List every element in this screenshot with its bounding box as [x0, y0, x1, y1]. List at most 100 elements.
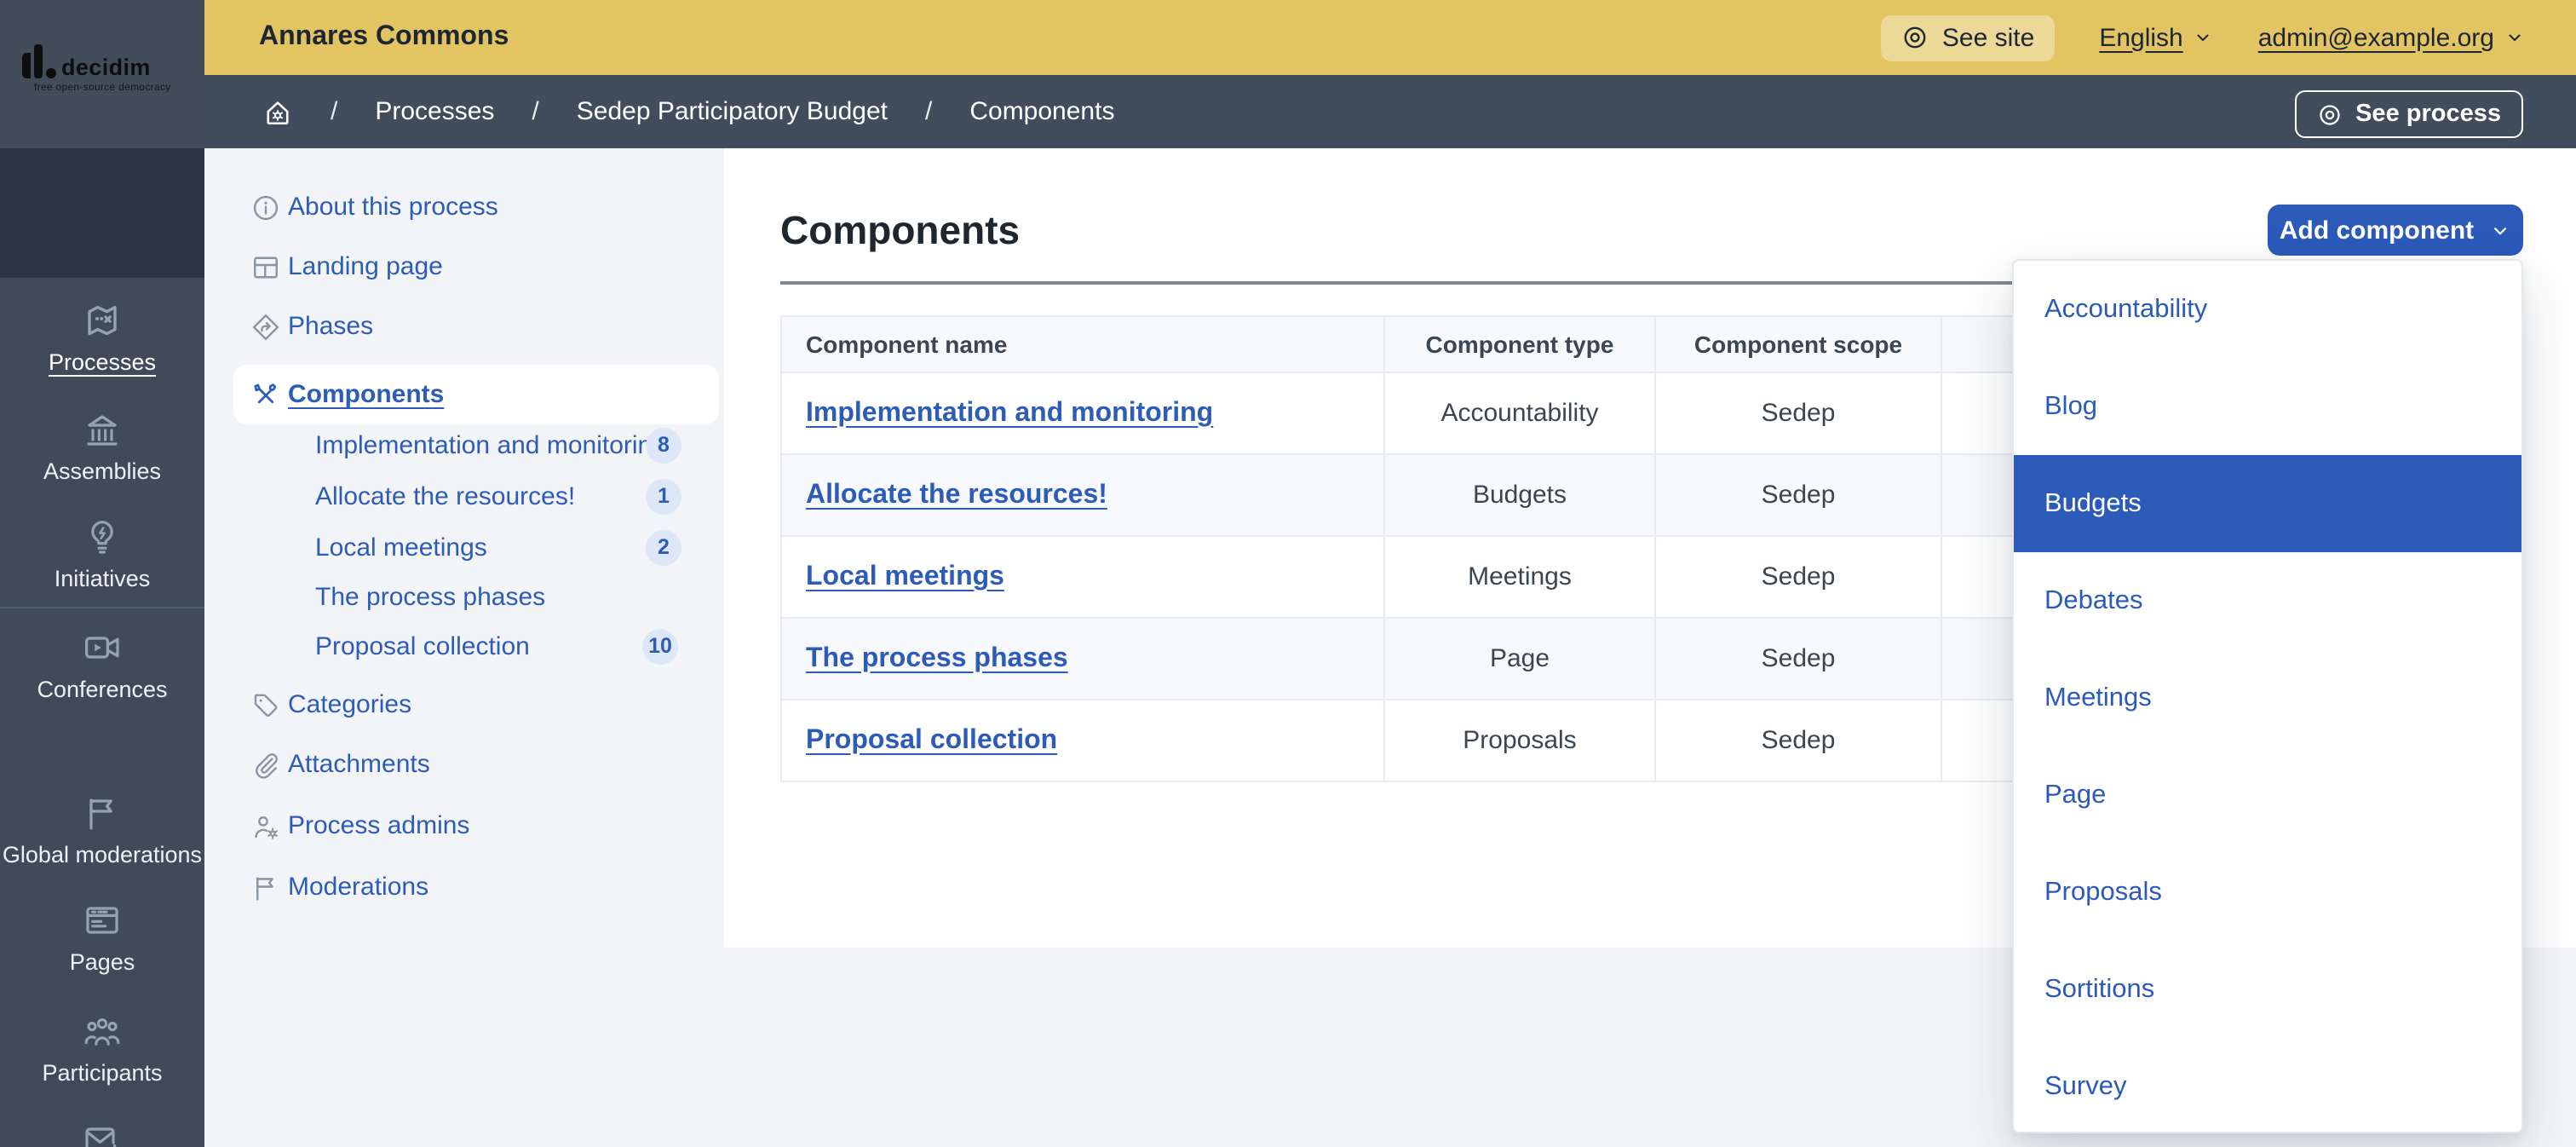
process-nav-component-process-phases[interactable]: The process phases	[204, 571, 724, 622]
layout-grid-icon	[250, 251, 281, 282]
flag-icon	[82, 793, 123, 833]
title-divider	[780, 281, 2523, 285]
process-nav-landing-page[interactable]: Landing page	[204, 237, 724, 297]
process-nav-components[interactable]: Components	[233, 365, 719, 424]
menu-item-page[interactable]: Page	[2044, 780, 2107, 809]
paperclip-icon	[250, 749, 281, 780]
tag-icon	[250, 689, 281, 720]
newsletter-icon	[82, 1120, 123, 1147]
component-scope: Sedep	[1761, 562, 1836, 591]
map-icon	[82, 300, 123, 341]
sidebar-item-label: Conferences	[37, 677, 168, 702]
sidebar-item-label: Pages	[69, 949, 135, 975]
menu-item-sortitions[interactable]: Sortitions	[2044, 974, 2155, 1003]
menu-item-proposals[interactable]: Proposals	[2044, 877, 2162, 906]
sidebar-divider	[0, 607, 204, 608]
language-selector[interactable]: English	[2099, 23, 2213, 52]
sidebar-item-participants[interactable]: Participants	[0, 1011, 204, 1087]
count-badge: 2	[646, 529, 681, 565]
participants-icon	[82, 1011, 123, 1052]
component-type: Budgets	[1472, 481, 1567, 510]
process-nav-component-implementation[interactable]: Implementation and monitoring 8	[204, 419, 724, 470]
logo-wordmark: decidim	[61, 55, 151, 80]
column-header-type: Component type	[1425, 331, 1614, 358]
process-nav-categories[interactable]: Categories	[204, 675, 724, 735]
info-icon	[250, 192, 281, 222]
logo-tagline: free open-source democracy	[34, 84, 171, 94]
breadcrumb-separator: /	[925, 97, 933, 126]
menu-item-debates[interactable]: Debates	[2044, 585, 2143, 614]
process-nav-about[interactable]: About this process	[204, 177, 724, 237]
process-nav-label: Process admins	[288, 811, 470, 840]
menu-item-budgets[interactable]: Budgets	[2014, 455, 2521, 552]
component-type: Page	[1489, 644, 1550, 673]
assembly-icon	[82, 409, 123, 450]
process-nav-component-allocate[interactable]: Allocate the resources! 1	[204, 470, 724, 522]
add-component-label: Add component	[2279, 216, 2475, 245]
process-nav-label: Landing page	[288, 252, 443, 281]
see-site-link[interactable]: See site	[1880, 14, 2056, 61]
chevron-down-icon	[2489, 219, 2511, 241]
see-process-button[interactable]: See process	[2294, 90, 2523, 138]
component-link-label: Proposal collection	[315, 631, 530, 660]
process-nav-panel: About this process Landing page Phases C…	[204, 148, 724, 944]
process-nav-label: Moderations	[288, 873, 429, 902]
component-scope: Sedep	[1761, 644, 1836, 673]
component-link-label: Allocate the resources!	[315, 481, 576, 510]
breadcrumb-separator: /	[532, 97, 539, 126]
component-link-label: Implementation and monitoring	[315, 430, 666, 459]
column-header-scope: Component scope	[1693, 331, 1903, 358]
component-scope: Sedep	[1761, 726, 1836, 755]
process-nav-label: Phases	[288, 312, 374, 341]
component-link-label: Local meetings	[315, 533, 487, 562]
menu-item-accountability[interactable]: Accountability	[2044, 294, 2208, 323]
component-scope: Sedep	[1761, 399, 1836, 428]
sidebar-item-label: Global moderations	[2, 842, 203, 867]
process-nav-process-admins[interactable]: Process admins	[204, 796, 724, 856]
component-type: Proposals	[1463, 726, 1577, 755]
sidebar-item-label: Assemblies	[43, 458, 162, 484]
add-component-button[interactable]: Add component	[2268, 205, 2523, 256]
sidebar-item-label: Initiatives	[54, 566, 151, 591]
eye-icon	[2316, 101, 2342, 127]
sidebar-item-assemblies[interactable]: Assemblies	[0, 409, 204, 486]
component-link[interactable]: Local meetings	[806, 562, 1004, 591]
sidebar-item-label: Processes	[48, 349, 157, 375]
camera-icon	[82, 627, 123, 668]
eye-icon	[1901, 24, 1929, 51]
breadcrumb-item-process[interactable]: Sedep Participatory Budget	[576, 97, 888, 126]
breadcrumb-bar: / Processes / Sedep Participatory Budget…	[0, 75, 2576, 148]
process-nav-label: Components	[288, 380, 445, 409]
component-link[interactable]: Proposal collection	[806, 725, 1058, 754]
process-nav-phases[interactable]: Phases	[204, 297, 724, 356]
component-type: Accountability	[1440, 399, 1599, 428]
component-link[interactable]: Allocate the resources!	[806, 480, 1107, 509]
component-link[interactable]: The process phases	[806, 643, 1068, 672]
sidebar-item-newsletters[interactable]: Newsletters	[0, 1120, 204, 1147]
main-sidebar: Processes Assemblies Initiatives Confere…	[0, 148, 204, 1147]
decidim-logo[interactable]: decidim free open-source democracy	[0, 0, 204, 148]
process-nav-attachments[interactable]: Attachments	[204, 735, 724, 794]
sidebar-item-conferences[interactable]: Conferences	[0, 627, 204, 704]
breadcrumb: / Processes / Sedep Participatory Budget…	[262, 75, 1114, 148]
process-nav-moderations[interactable]: Moderations	[204, 857, 724, 917]
sidebar-item-processes[interactable]: Processes	[0, 300, 204, 377]
breadcrumb-item-components[interactable]: Components	[969, 97, 1115, 126]
logo-bar	[22, 53, 31, 78]
home-icon[interactable]	[262, 96, 293, 127]
menu-item-survey[interactable]: Survey	[2044, 1071, 2127, 1100]
process-nav-label: Attachments	[288, 750, 430, 779]
menu-item-meetings[interactable]: Meetings	[2044, 683, 2152, 712]
component-link[interactable]: Implementation and monitoring	[806, 398, 1214, 427]
process-nav-component-local-meetings[interactable]: Local meetings 2	[204, 522, 724, 573]
account-menu[interactable]: admin@example.org	[2258, 23, 2525, 52]
topbar-right-group: See site English admin@example.org	[1880, 0, 2525, 75]
sidebar-item-pages[interactable]: Pages	[0, 900, 204, 977]
breadcrumb-separator: /	[331, 97, 338, 126]
sidebar-item-global-moderations[interactable]: Global moderations	[0, 793, 204, 869]
process-nav-component-proposal-collection[interactable]: Proposal collection 10	[204, 620, 724, 671]
breadcrumb-item-processes[interactable]: Processes	[375, 97, 495, 126]
sidebar-item-initiatives[interactable]: Initiatives	[0, 516, 204, 593]
menu-item-blog[interactable]: Blog	[2044, 391, 2098, 420]
